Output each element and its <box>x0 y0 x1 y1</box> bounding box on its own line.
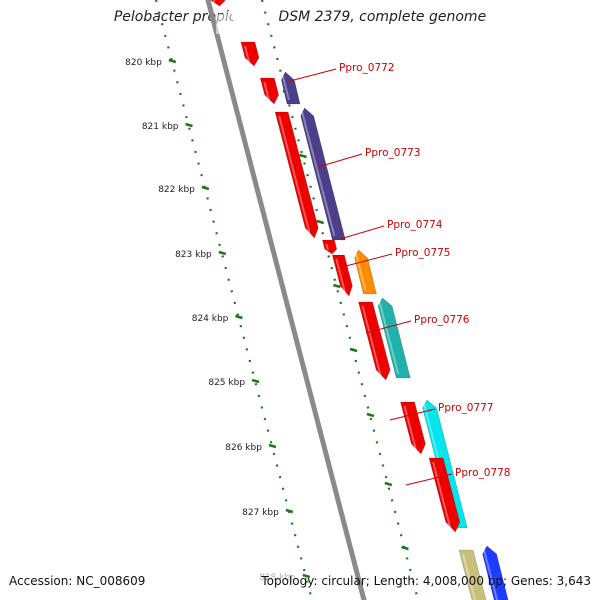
gene-arrow <box>322 239 338 255</box>
gene-leader-line <box>365 320 412 334</box>
gene-highlight <box>301 111 336 237</box>
gene-label: Ppro_0775 <box>395 247 450 259</box>
gene-leader-line <box>289 68 337 82</box>
ruler-major-tick <box>185 122 193 128</box>
ruler-major-tick <box>218 250 227 256</box>
ruler-major-tick <box>268 443 277 449</box>
ruler-tick-label: 828 kbp <box>259 573 296 583</box>
gene-arrow <box>274 111 319 239</box>
gene-leader-line <box>339 225 385 240</box>
gene-arrow <box>377 297 411 379</box>
outer-ruler-tick <box>366 412 375 418</box>
gene-arrow <box>300 107 346 241</box>
gene-highlight <box>483 549 499 600</box>
outer-ruler-tick <box>349 347 358 353</box>
gene-highlight <box>432 461 452 529</box>
genome-title: Pelobacter propionicus DSM 2379, complet… <box>113 9 487 25</box>
gene-leader-line <box>345 253 393 267</box>
outer-ruler-tick <box>299 153 307 159</box>
gene-label: Ppro_0776 <box>414 314 470 326</box>
outer-ruler-tick <box>316 219 325 225</box>
gene-highlight <box>281 75 290 101</box>
gene-arrow <box>240 41 260 67</box>
gene-highlight <box>263 81 270 101</box>
gene-label: Ppro_0777 <box>438 402 493 414</box>
gene-highlight <box>361 305 382 377</box>
gene-arrow <box>358 301 391 381</box>
backbone-line <box>205 0 367 600</box>
ruler-tick-label: 822 kbp <box>158 185 195 195</box>
gene-highlight <box>278 115 311 235</box>
gene-leader-line <box>405 473 453 486</box>
gene-label: Ppro_0772 <box>339 62 394 74</box>
ruler-major-tick <box>235 314 243 320</box>
gene-leader-line <box>317 153 363 168</box>
gene-arrow <box>331 254 353 297</box>
ruler-major-tick <box>251 378 260 384</box>
gene-arrow <box>458 549 487 600</box>
ruler-tick-label: 827 kbp <box>242 508 279 518</box>
outer-ruler-tick <box>384 481 393 487</box>
gene-arrow <box>281 71 301 105</box>
ruler-major-tick <box>168 58 177 64</box>
ruler-tick-label: 821 kbp <box>142 122 179 132</box>
ruler-major-tick <box>285 508 294 514</box>
outer-ruler-dots <box>260 0 420 600</box>
genome-summary: Topology: circular; Length: 4,008,000 bp… <box>261 574 591 588</box>
outer-ruler-tick <box>333 283 341 289</box>
gene-arrow <box>482 545 509 600</box>
gene-arrow <box>354 249 377 295</box>
gene-highlight <box>325 243 329 251</box>
gene-arrow <box>259 77 279 105</box>
ruler-tick-label: 820 kbp <box>125 58 162 68</box>
gene-highlight <box>462 553 477 600</box>
gene-highlight <box>212 0 216 3</box>
ruler-tick-label: 824 kbp <box>192 314 229 324</box>
gene-leader-line <box>389 408 436 421</box>
ruler-tick-label: 825 kbp <box>208 378 245 388</box>
outer-ruler-tick <box>401 545 409 551</box>
gene-highlight <box>335 258 346 293</box>
accession-label: Accession: NC_008609 <box>9 574 146 588</box>
gene-arrow <box>400 401 426 455</box>
ruler-tick-label: 826 kbp <box>225 443 262 453</box>
gene-highlight <box>243 45 251 63</box>
gene-highlight <box>355 253 367 291</box>
gene-label: Ppro_0773 <box>365 147 420 159</box>
gene-highlight <box>378 301 400 375</box>
ruler-major-tick <box>201 185 210 191</box>
outer-track-lane <box>228 0 430 600</box>
gene-label: Ppro_0774 <box>387 219 443 231</box>
inner-ruler-dots <box>154 0 314 600</box>
ruler-tick-label: 823 kbp <box>175 250 212 260</box>
gene-arrow <box>428 457 461 533</box>
gene-highlight <box>403 405 417 451</box>
ruler-major-tick <box>302 573 311 579</box>
gene-arrow <box>210 0 226 7</box>
gene-label: Ppro_0778 <box>455 467 510 479</box>
title-fade <box>216 14 236 34</box>
